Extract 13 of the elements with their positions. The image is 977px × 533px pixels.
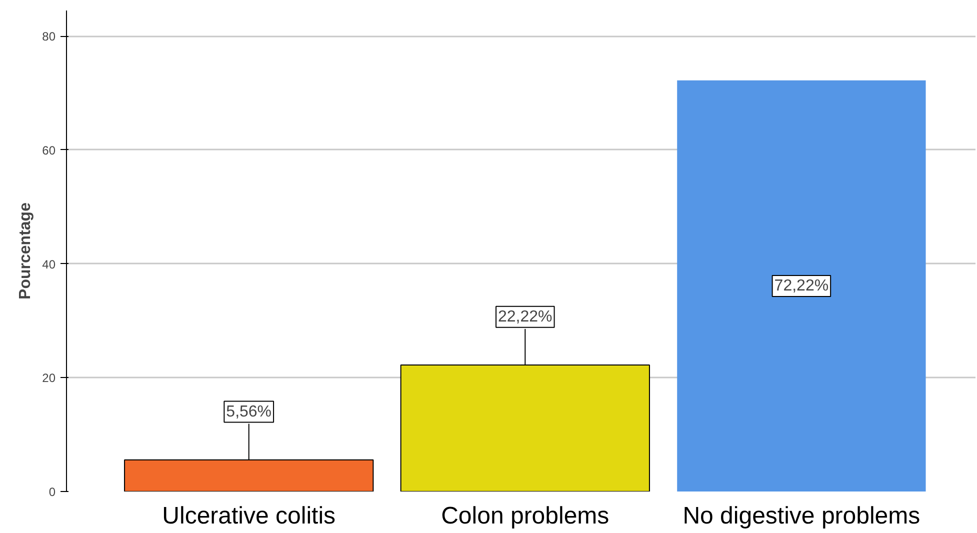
y-tick-label: 60 [42,143,56,158]
y-tick-label: 0 [48,485,56,499]
y-tick-label: 40 [42,257,56,272]
x-tick-label: No digestive problems [682,502,920,530]
y-tick-label: 80 [42,30,56,44]
y-tick-label: 20 [42,371,56,386]
bar [677,80,926,492]
data-label: 22,22% [498,308,552,326]
data-label: 72,22% [774,277,829,294]
x-tick-label: Colon problems [441,502,610,530]
x-tick-label: Ulcerative colitis [162,502,336,530]
y-axis-title: Pourcentage [17,202,34,300]
data-label: 5,56% [226,403,272,420]
